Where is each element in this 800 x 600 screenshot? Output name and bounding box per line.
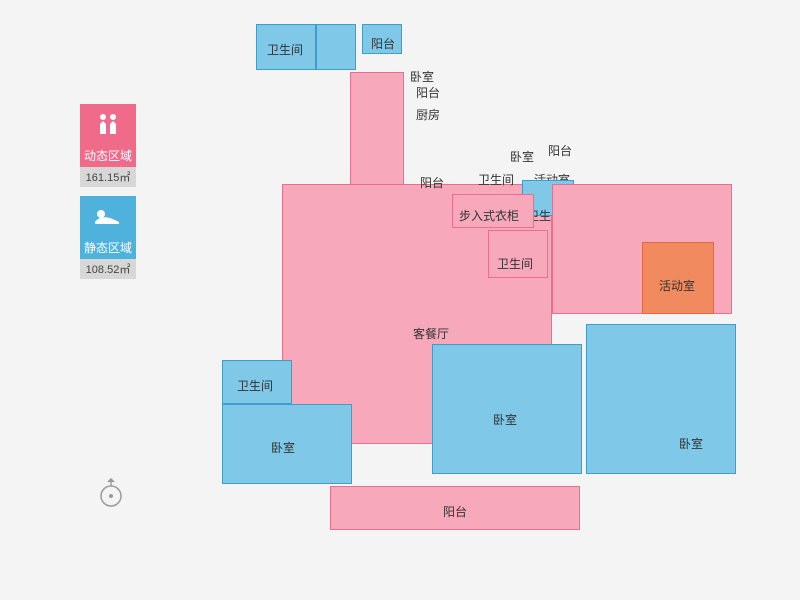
bathroom-center-label: 卫生间 — [497, 255, 533, 272]
people-icon — [80, 104, 136, 144]
bedroom-bottom-mid-label: 卧室 — [493, 411, 517, 428]
balcony-mid-label-label: 阳台 — [420, 174, 444, 191]
bedroom-bottom-right: 卧室 — [586, 324, 736, 474]
closet-walkin: 步入式衣柜 — [452, 194, 534, 228]
legend-static-value: 108.52㎡ — [80, 259, 136, 279]
bathroom-top-left: 卫生间 — [256, 24, 316, 70]
bedroom-bottom-left-label: 卧室 — [271, 439, 295, 456]
activity-room: 活动室 — [642, 242, 714, 314]
legend-static: 静态区域 108.52㎡ — [80, 196, 136, 279]
stage: 动态区域 161.15㎡ 静态区域 108.52㎡ 卫生间阳台卧室阳台厨房卧室阳… — [0, 0, 800, 600]
living-main-label: 客餐厅 — [413, 325, 449, 342]
legend-static-label: 静态区域 — [80, 236, 136, 259]
bathroom-bottom-left: 卫生间 — [222, 360, 292, 404]
bathroom-center: 卫生间 — [488, 230, 548, 278]
balcony-label-right-label: 阳台 — [548, 142, 572, 159]
balcony-bottom-label: 阳台 — [443, 503, 467, 520]
activity-room-label: 活动室 — [659, 277, 695, 294]
legend-dynamic-label: 动态区域 — [80, 144, 136, 167]
closet-walkin-label: 步入式衣柜 — [459, 207, 519, 224]
floor-plan: 卫生间阳台卧室阳台厨房卧室阳台客餐厅阳台卫生间活动室卫生间步入式衣柜卫生间活动室… — [222, 24, 762, 564]
bedroom-bottom-mid: 卧室 — [432, 344, 582, 474]
sleep-icon — [80, 196, 136, 236]
bathroom-top-left-label: 卫生间 — [267, 41, 303, 58]
compass-icon — [98, 478, 124, 504]
legend-dynamic-value: 161.15㎡ — [80, 167, 136, 187]
bathroom-mid-1-label: 卫生间 — [478, 171, 514, 188]
bedroom-top-1 — [316, 24, 356, 70]
legend-dynamic: 动态区域 161.15㎡ — [80, 104, 136, 187]
bathroom-bottom-left-label: 卫生间 — [237, 377, 273, 394]
kitchen-label-label: 厨房 — [416, 106, 440, 123]
balcony-label-top2-label: 阳台 — [416, 84, 440, 101]
bedroom-top-label-label: 卧室 — [410, 68, 434, 85]
balcony-top-small: 阳台 — [362, 24, 402, 54]
bedroom-bottom-right-label: 卧室 — [679, 435, 703, 452]
balcony-top-small-label: 阳台 — [371, 35, 395, 52]
balcony-bottom: 阳台 — [330, 486, 580, 530]
bedroom-bottom-left: 卧室 — [222, 404, 352, 484]
bedroom-label-right-label: 卧室 — [510, 148, 534, 165]
